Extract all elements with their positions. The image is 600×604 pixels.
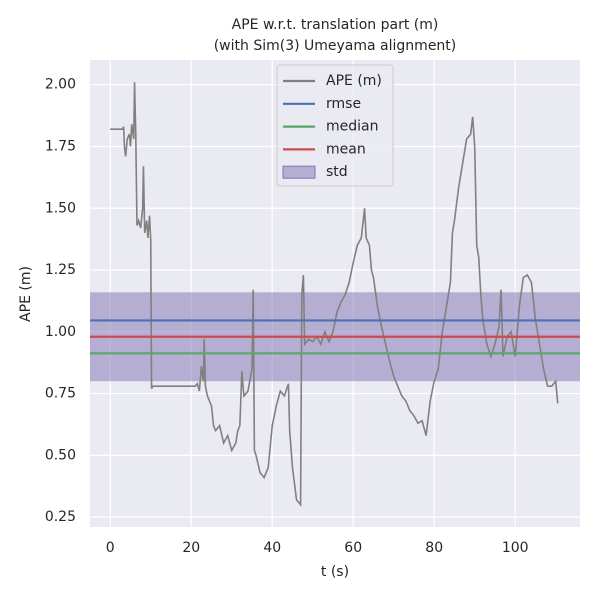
y-tick-label: 1.00 [45, 324, 76, 340]
x-tick-label: 20 [182, 540, 200, 556]
x-tick-label: 40 [263, 540, 281, 556]
y-tick-label: 1.75 [45, 138, 76, 154]
y-tick-label: 0.75 [45, 386, 76, 402]
x-axis-label: t (s) [321, 564, 349, 580]
legend-label: std [326, 164, 348, 180]
x-tick-label: 100 [502, 540, 529, 556]
legend-label: mean [326, 141, 366, 157]
chart-subtitle: (with Sim(3) Umeyama alignment) [214, 38, 457, 54]
legend-label: APE (m) [326, 73, 382, 89]
x-tick-label: 80 [425, 540, 443, 556]
y-axis-label: APE (m) [18, 266, 34, 322]
legend-swatch [282, 165, 316, 179]
x-tick-label: 60 [344, 540, 362, 556]
legend-label: rmse [326, 96, 361, 112]
y-tick-label: 1.25 [45, 262, 76, 278]
y-tick-label: 2.00 [45, 77, 76, 93]
legend-label: median [326, 119, 378, 135]
legend [276, 64, 394, 187]
chart-title: APE w.r.t. translation part (m) [232, 17, 439, 33]
y-tick-label: 1.50 [45, 200, 76, 216]
y-tick-label: 0.50 [45, 447, 76, 463]
y-tick-label: 0.25 [45, 509, 76, 525]
ape-line [110, 82, 559, 507]
x-tick-label: 0 [106, 540, 115, 556]
